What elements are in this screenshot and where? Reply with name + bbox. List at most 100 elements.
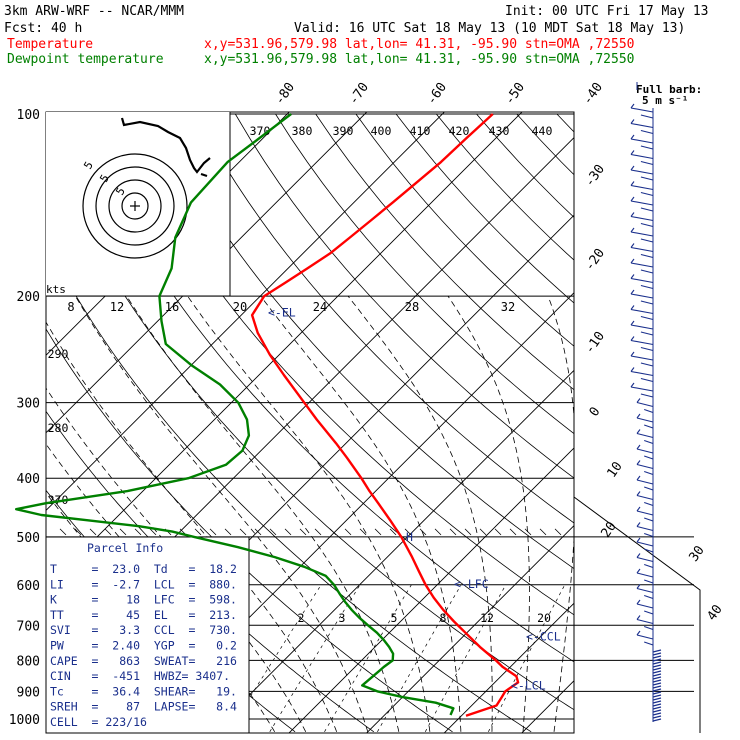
wind-barb [630,289,635,295]
isotherm [579,92,740,740]
hodo-ring-3 [95,166,175,246]
init-time: Init: 00 UTC Fri 17 May 13 [505,4,709,19]
wind-barb [644,439,654,445]
pressure-label-800: 800 [17,654,40,669]
wind-barb [636,603,654,609]
dry-adiabat [46,328,453,733]
wind-barb [630,215,654,222]
wind-barb [636,599,641,605]
moist-adiabat [447,295,530,732]
wind-barb [652,685,662,689]
wind-barb [640,160,654,166]
hodograph: 5 5 5 kts [46,112,231,297]
wind-barb [630,196,635,202]
wind-barb [644,641,654,646]
wind-barb [630,274,635,279]
hatch-mark [419,528,427,536]
dry-adiabat [114,113,574,616]
theta-label: 380 [292,124,313,138]
wind-barb [630,367,635,372]
wind-barb [652,664,662,668]
mixing-ratio-line [377,584,462,732]
wind-barb [652,679,662,683]
valid-time: Valid: 16 UTC Sat 18 May 13 (10 MDT Sat … [294,21,685,36]
wind-barb [630,134,635,140]
wind-barb [630,336,635,341]
isotherm-label: -40 [580,80,606,108]
temperature-trace [250,113,520,717]
wind-barb [636,615,641,620]
hatch-mark [539,528,547,536]
wind-barb [640,238,654,243]
pressure-label-700: 700 [17,619,40,634]
parcel-info-row: SVI = 3.3 CCL = 730. [50,623,237,637]
level-marker: <-CCL [526,629,561,643]
wind-barb [636,479,654,485]
wind-barb [644,625,654,631]
mixing-ratio-label: 8 [440,611,447,625]
isotherm [46,112,368,434]
isotherm [735,92,740,740]
wind-barb [644,594,654,600]
wind-barb [636,634,654,640]
pressure-tick-labels: 100 200 300 400 500 600 700 800 900 1000 [9,108,40,728]
wind-barb [630,258,635,264]
hodo-speed-label: 12 [110,300,124,314]
isotherm-label: 10 [604,459,625,480]
parcel-info-row: TT = 45 EL = 213. [50,608,237,622]
wind-barb [644,408,654,414]
wind-barb [630,243,635,248]
wind-barb [630,308,654,315]
wind-barb [630,165,635,171]
wind-barb [636,541,654,547]
theta-label: 280 [48,421,69,435]
wind-barb [636,587,654,594]
hatch-mark [314,528,322,536]
dry-adiabat [435,113,574,261]
wind-barb [652,661,662,665]
wind-barb [636,510,654,516]
isotherm-label: -50 [502,80,528,108]
hatch-mark [209,528,217,536]
isotherm-label: -20 [582,246,608,274]
theta-label: 430 [489,124,510,138]
wind-barb [636,429,641,434]
wind-barb [636,522,641,527]
theta-label: 270 [48,493,69,507]
mixing-ratio-labels: 2 3 5 8 12 20 [298,611,551,625]
isotherm-label: 20 [598,519,619,540]
hatch-mark [149,528,157,536]
hatch-mark [194,528,202,536]
hodo-speed-label: 16 [165,300,179,314]
wind-barb [636,618,654,625]
moist-adiabat [46,387,307,732]
hatch-mark [494,528,502,536]
hatch-mark [554,528,562,536]
hatch-mark [89,528,97,536]
wind-barb [630,227,635,233]
pressure-label-100: 100 [17,108,40,123]
moist-adiabat [347,295,493,732]
wind-barb [652,649,662,653]
legend-dewpoint-label: Dewpoint temperature [7,52,164,67]
parcel-info-row: SREH = 87 LAPSE= 8.4 [50,700,237,714]
theta-label: 440 [532,124,553,138]
hodo-ring-2 [108,179,162,233]
hatch-mark [59,528,67,536]
pressure-label-200: 200 [17,290,40,305]
wind-barb [652,697,662,701]
hatch-mark [329,528,337,536]
wind-barb [630,355,654,361]
wind-barb [636,525,654,532]
hodo-ring-4 [82,153,188,259]
isotherm [46,112,446,512]
hodo-speed-label: 28 [405,300,419,314]
parcel-info-row: PW = 2.40 YGP = 0.2 [50,639,237,653]
wind-barb [640,300,654,305]
wind-barb [636,572,654,578]
hatch-mark [254,528,262,536]
wind-barb [652,700,662,704]
wind-barb [636,630,641,636]
isobar-boundary [573,496,701,733]
